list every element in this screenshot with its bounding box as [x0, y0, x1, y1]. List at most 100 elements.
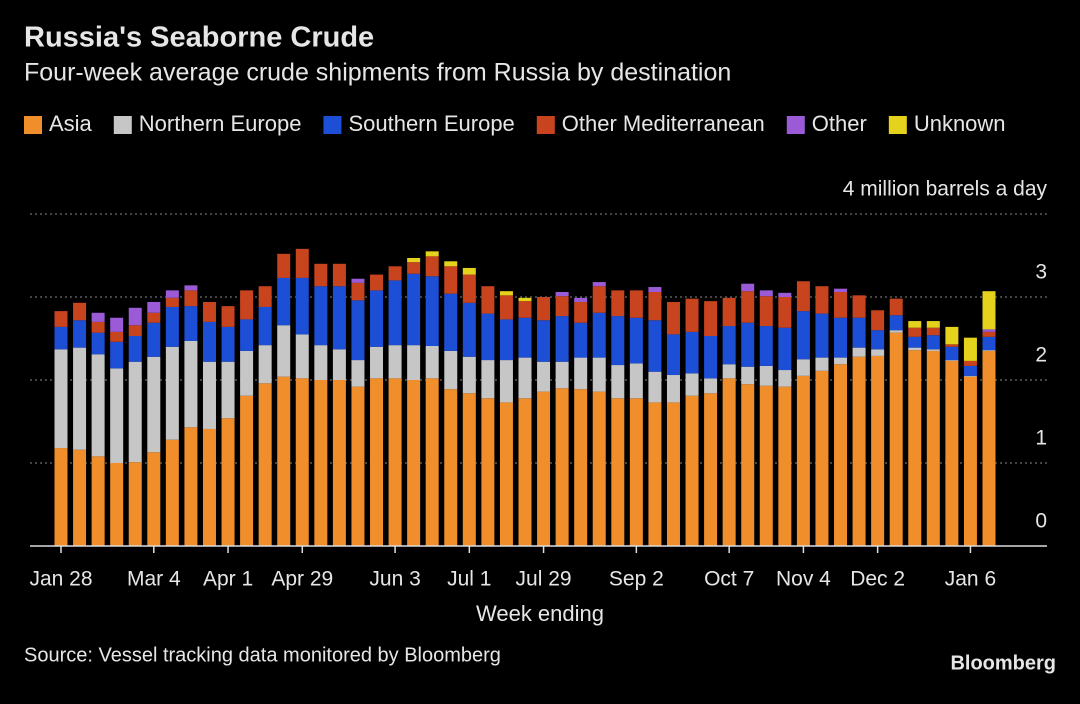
y-tick-label: 1 — [1035, 427, 1047, 450]
bar-segment — [704, 336, 718, 379]
bar-segment — [889, 298, 903, 316]
bar-segment — [499, 291, 513, 296]
bar-segment — [407, 257, 421, 263]
x-tick-label: Jun 3 — [369, 568, 420, 591]
legend-swatch — [113, 116, 132, 134]
source-note: Source: Vessel tracking data monitored b… — [24, 644, 501, 666]
bar-segment — [332, 380, 346, 546]
bar-segment — [796, 281, 810, 312]
bar-segment — [462, 274, 476, 303]
bar-segment — [258, 383, 272, 546]
bar-segment — [332, 349, 346, 380]
bar-segment — [852, 347, 866, 357]
bar-segment — [128, 361, 142, 463]
bar-segment — [73, 320, 87, 348]
bar-segment — [555, 296, 569, 317]
bar-segment — [518, 357, 532, 399]
bar-segment — [518, 317, 532, 358]
bar-segment — [481, 313, 495, 361]
x-tick-label: Nov 4 — [776, 568, 831, 591]
bar-segment — [221, 418, 235, 546]
bar-segment — [871, 330, 885, 350]
bar-segment — [741, 283, 755, 292]
bar-segment — [722, 378, 736, 546]
bar-segment — [629, 317, 643, 364]
bar-segment — [314, 286, 328, 346]
bar-segment — [778, 297, 792, 328]
bar-segment — [499, 402, 513, 546]
bar-segment — [54, 349, 68, 449]
bar-segment — [741, 291, 755, 323]
bar-segment — [295, 334, 309, 379]
bar-segment — [221, 361, 235, 419]
bar-segment — [110, 463, 124, 546]
brand: Bloomberg — [950, 652, 1056, 674]
bar-segment — [407, 273, 421, 346]
bar-segment — [908, 336, 922, 348]
bar-segment — [982, 291, 996, 330]
bar-segment — [481, 398, 495, 546]
bar-segment — [388, 378, 402, 546]
x-tick-label: Dec 2 — [850, 568, 905, 591]
bar-segment — [73, 302, 87, 321]
bar-segment — [871, 355, 885, 546]
bar-segment — [91, 321, 105, 333]
bar-segment — [91, 312, 105, 322]
bar-segment — [110, 368, 124, 463]
bar-segment — [240, 290, 254, 320]
bar-segment — [648, 320, 662, 372]
bar-segment — [481, 360, 495, 399]
bar-segment — [388, 345, 402, 379]
bar-segment — [221, 326, 235, 362]
bar-segment — [555, 292, 569, 297]
bar-segment — [648, 287, 662, 293]
bar-segment — [184, 285, 198, 291]
bar-segment — [815, 313, 829, 358]
bar-segment — [629, 290, 643, 318]
bar-segment — [926, 327, 940, 336]
bar-segment — [295, 248, 309, 278]
y-tick-label: 0 — [1035, 510, 1047, 533]
x-tick-label: Jul 29 — [516, 568, 572, 591]
x-tick-label: Mar 4 — [127, 568, 181, 591]
bar-segment — [834, 357, 848, 365]
bar-segment — [778, 327, 792, 371]
bar-segment — [815, 370, 829, 546]
bar-segment — [462, 393, 476, 546]
bar-segment — [258, 286, 272, 307]
bar-segment — [704, 301, 718, 337]
bar-segment — [555, 388, 569, 546]
bar-segment — [258, 306, 272, 346]
bar-segment — [537, 320, 551, 362]
bar-segment — [778, 370, 792, 387]
bar-segment — [202, 321, 216, 362]
bar-segment — [351, 282, 365, 301]
bar-segment — [165, 346, 179, 440]
bar-segment — [537, 297, 551, 321]
bar-segment — [54, 326, 68, 350]
bar-segment — [945, 344, 959, 347]
bar-segment — [778, 386, 792, 546]
bar-segment — [518, 297, 532, 302]
bar-segment — [425, 251, 439, 257]
bar-segment — [759, 296, 773, 327]
bar-segment — [370, 290, 384, 347]
bar-segment — [852, 356, 866, 546]
bar-segment — [147, 452, 161, 546]
bar-segment — [277, 277, 291, 326]
bar-segment — [425, 276, 439, 346]
bar-segment — [982, 336, 996, 351]
bar-segment — [685, 373, 699, 396]
bar-segment — [425, 345, 439, 379]
legend-label: Other Mediterranean — [562, 111, 765, 136]
bar-segment — [407, 262, 421, 274]
bar-segment — [871, 310, 885, 331]
bar-segment — [388, 280, 402, 346]
bar-segment — [648, 402, 662, 546]
bar-segment — [425, 378, 439, 546]
bar-segment — [685, 298, 699, 332]
x-tick-label: Apr 1 — [203, 568, 253, 591]
bar-segment — [574, 301, 588, 323]
bar-segment — [147, 322, 161, 357]
